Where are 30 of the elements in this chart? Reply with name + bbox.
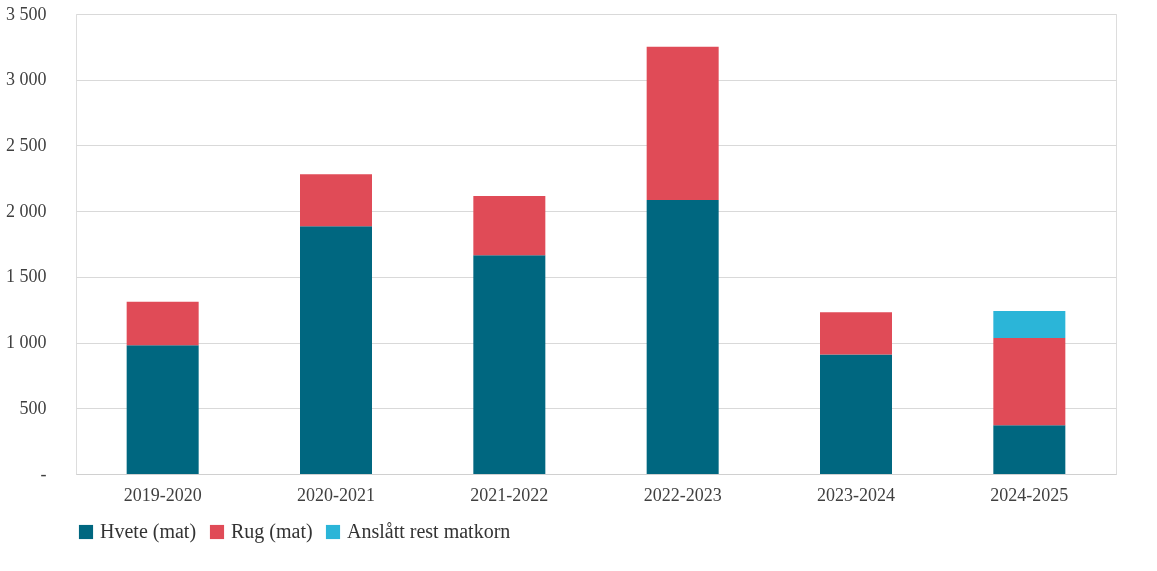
y-tick-label: 2 000 xyxy=(6,200,47,221)
x-tick-label: 2023-2024 xyxy=(817,484,895,505)
x-tick-label: 2024-2025 xyxy=(990,484,1069,505)
bar xyxy=(646,46,719,200)
bar xyxy=(993,425,1066,474)
bar xyxy=(126,345,199,474)
bar xyxy=(646,199,719,474)
bar xyxy=(473,196,546,256)
bar xyxy=(820,354,892,474)
x-tick-label: 2019-2020 xyxy=(123,484,202,505)
y-tick-label: - xyxy=(40,463,47,484)
y-tick-label: 3 000 xyxy=(6,69,47,90)
bar xyxy=(820,312,892,355)
x-tick-label: 2020-2021 xyxy=(297,484,375,505)
bar xyxy=(126,301,199,346)
legend-label: Hvete (mat) xyxy=(100,520,197,543)
bar xyxy=(993,311,1066,338)
x-tick-label: 2022-2023 xyxy=(643,484,722,505)
y-tick-label: 3 500 xyxy=(6,3,47,24)
legend-label: Anslått rest matkorn xyxy=(347,520,511,542)
y-tick-label: 1 000 xyxy=(6,332,47,353)
bar xyxy=(300,174,372,227)
y-tick-label: 1 500 xyxy=(6,266,47,287)
x-tick-label: 2021-2022 xyxy=(470,484,549,505)
bar xyxy=(300,226,372,474)
bar xyxy=(993,337,1066,426)
legend-label: Rug (mat) xyxy=(231,520,313,543)
bar xyxy=(473,255,546,474)
y-tick-label: 2 500 xyxy=(6,134,47,155)
y-tick-label: 500 xyxy=(19,397,47,418)
